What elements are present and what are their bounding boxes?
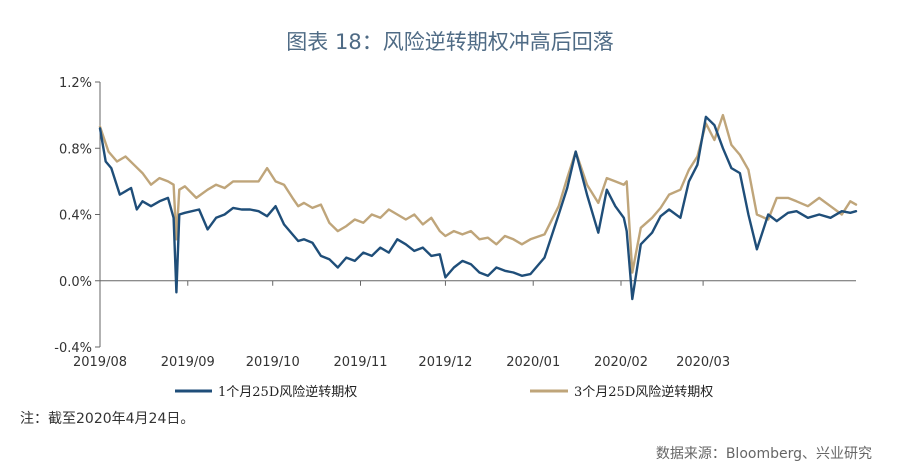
footnote: 注：截至2020年4月24日。 [20, 411, 195, 427]
data-source: 数据来源：Bloomberg、兴业研究 [655, 446, 872, 462]
y-tick-label: 0.0% [59, 275, 92, 290]
legend-1m-label: 1个月25D风险逆转期权 [218, 384, 357, 400]
y-tick-label: 1.2% [59, 76, 92, 91]
series-line-3m [98, 113, 858, 274]
x-tick-label: 2019/12 [418, 355, 472, 370]
series-line-1m [98, 115, 858, 301]
x-tick-label: 2020/02 [594, 355, 648, 370]
legend-3m-label: 3个月25D风险逆转期权 [574, 384, 713, 400]
x-tick-label: 2020/01 [506, 355, 560, 370]
x-tick-label: 2020/03 [676, 355, 730, 370]
x-tick-label: 2019/08 [73, 355, 127, 370]
x-tick-label: 2019/10 [246, 355, 300, 370]
y-tick-label: 0.4% [59, 209, 92, 224]
y-tick-label: -0.4% [54, 341, 92, 356]
chart-title: 图表 18：风险逆转期权冲高后回落 [286, 30, 614, 54]
x-tick-label: 2019/09 [161, 355, 215, 370]
x-tick-label: 2019/11 [333, 355, 387, 370]
y-tick-label: 0.8% [59, 142, 92, 157]
